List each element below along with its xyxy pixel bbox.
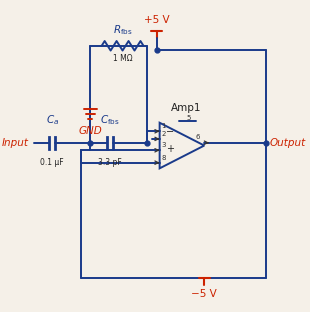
Text: GND: GND bbox=[78, 126, 102, 136]
Text: 3: 3 bbox=[162, 142, 166, 149]
Text: 2: 2 bbox=[162, 131, 166, 137]
Text: 1: 1 bbox=[162, 123, 166, 129]
Text: Input: Input bbox=[2, 138, 29, 148]
Text: 0.1 μF: 0.1 μF bbox=[40, 158, 64, 167]
Text: 3.3 pF: 3.3 pF bbox=[98, 158, 122, 167]
Text: −5 V: −5 V bbox=[191, 289, 217, 299]
Text: $C_{\rm fbs}$: $C_{\rm fbs}$ bbox=[100, 114, 120, 128]
Text: Amp1: Amp1 bbox=[171, 103, 202, 113]
Text: +5 V: +5 V bbox=[144, 15, 170, 25]
Text: 8: 8 bbox=[162, 155, 166, 161]
Text: 5: 5 bbox=[186, 115, 191, 121]
Text: −: − bbox=[166, 127, 174, 137]
Text: +: + bbox=[166, 144, 174, 154]
Text: 6: 6 bbox=[195, 134, 200, 140]
Text: Output: Output bbox=[270, 138, 306, 148]
Text: $C_a$: $C_a$ bbox=[46, 114, 59, 128]
Text: 1 MΩ: 1 MΩ bbox=[113, 54, 132, 63]
Text: $R_{\rm fbs}$: $R_{\rm fbs}$ bbox=[113, 23, 132, 37]
